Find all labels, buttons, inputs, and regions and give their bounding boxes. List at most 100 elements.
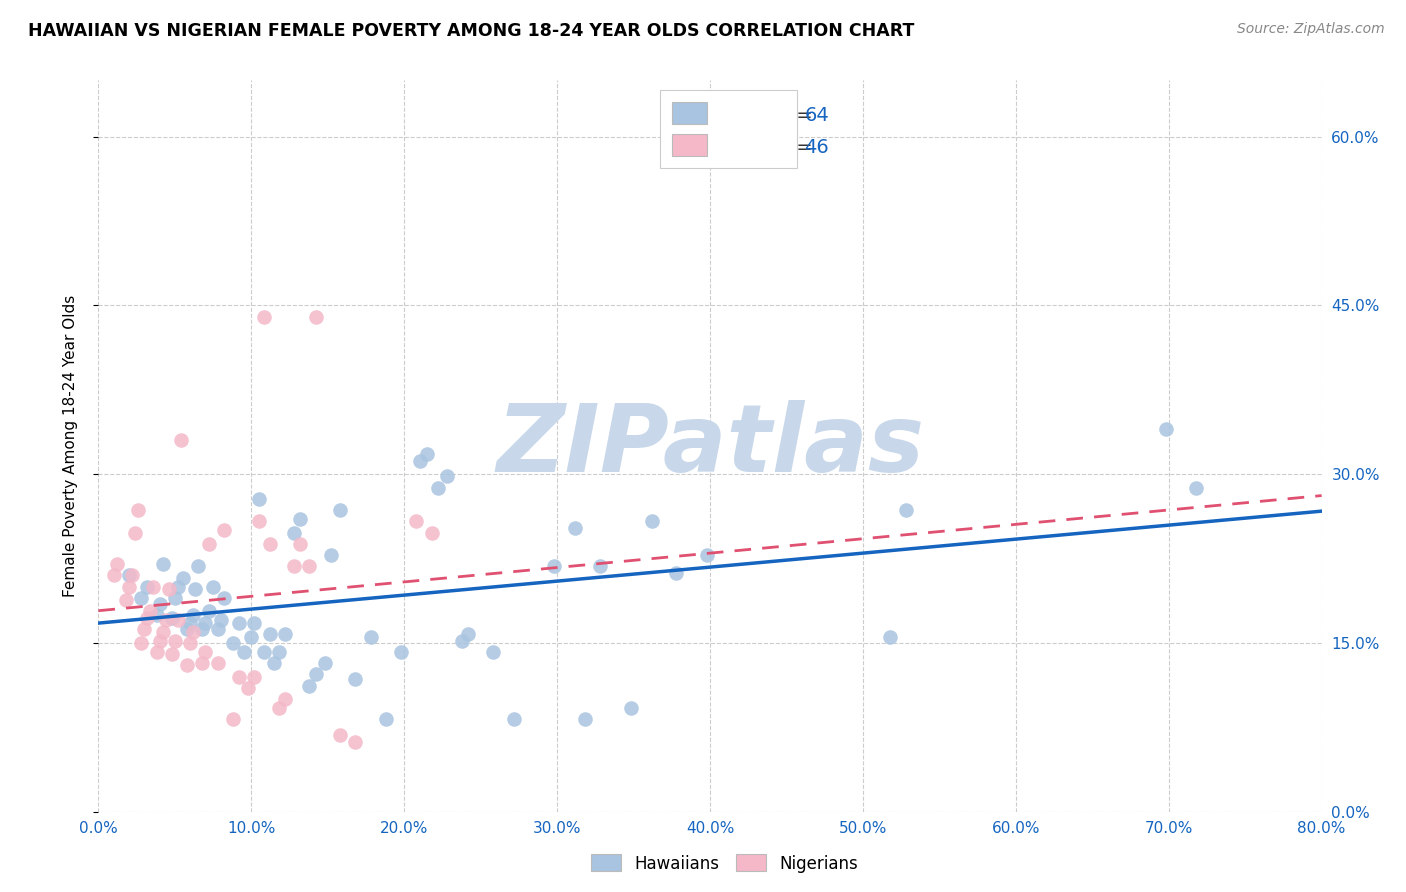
Point	[124, 525, 146, 540]
Point	[145, 607, 167, 622]
Point	[416, 447, 439, 461]
Point	[1185, 481, 1208, 495]
Point	[152, 624, 174, 639]
Point	[179, 615, 201, 630]
Point	[564, 521, 586, 535]
Point	[191, 623, 214, 637]
Point	[103, 568, 125, 582]
Point	[127, 503, 149, 517]
Point	[181, 624, 204, 639]
Point	[194, 645, 217, 659]
Point	[207, 623, 229, 637]
Point	[879, 630, 901, 644]
Y-axis label: Female Poverty Among 18-24 Year Olds: Female Poverty Among 18-24 Year Olds	[63, 295, 77, 597]
Text: Source: ZipAtlas.com: Source: ZipAtlas.com	[1237, 22, 1385, 37]
Point	[304, 310, 326, 324]
Text: R =: R =	[666, 138, 709, 157]
Point	[163, 633, 186, 648]
Point	[181, 607, 204, 622]
Point	[574, 713, 596, 727]
Point	[160, 611, 183, 625]
Point	[247, 491, 270, 506]
Point	[252, 310, 274, 324]
Point	[665, 566, 688, 581]
Point	[212, 591, 235, 605]
Point	[184, 582, 207, 596]
Point	[105, 557, 128, 571]
Point	[263, 656, 285, 670]
Point	[451, 633, 474, 648]
Point	[176, 658, 198, 673]
Text: N =: N =	[762, 106, 818, 125]
Point	[202, 580, 225, 594]
Text: 0.241: 0.241	[706, 106, 762, 125]
Point	[344, 672, 367, 686]
Point	[298, 559, 321, 574]
Point	[314, 656, 336, 670]
Point	[121, 568, 143, 582]
Point	[360, 630, 382, 644]
Point	[298, 679, 321, 693]
Point	[222, 713, 245, 727]
Point	[172, 571, 194, 585]
Point	[228, 615, 250, 630]
Point	[145, 645, 167, 659]
Point	[238, 681, 260, 695]
Point	[149, 633, 172, 648]
Point	[290, 512, 312, 526]
Point	[641, 515, 664, 529]
Point	[152, 557, 174, 571]
Point	[267, 645, 290, 659]
Point	[274, 692, 297, 706]
Point	[619, 701, 641, 715]
Point	[187, 559, 209, 574]
Point	[212, 524, 235, 538]
Point	[344, 735, 367, 749]
Point	[329, 503, 352, 517]
Point	[136, 580, 159, 594]
Point	[408, 453, 430, 467]
Text: 0.101: 0.101	[706, 138, 762, 157]
Point	[176, 623, 198, 637]
Text: N =: N =	[762, 138, 818, 157]
Text: ZIPatlas: ZIPatlas	[496, 400, 924, 492]
Point	[155, 614, 177, 628]
Point	[191, 656, 214, 670]
Point	[543, 559, 565, 574]
Point	[405, 515, 427, 529]
Point	[247, 515, 270, 529]
Point	[129, 591, 152, 605]
Point	[482, 645, 505, 659]
Point	[197, 604, 219, 618]
Point	[274, 627, 297, 641]
Point	[139, 604, 162, 618]
Point	[252, 645, 274, 659]
Point	[157, 582, 180, 596]
Point	[179, 636, 201, 650]
Point	[696, 548, 718, 562]
Point	[283, 525, 305, 540]
Point	[197, 537, 219, 551]
Point	[283, 559, 305, 574]
Point	[129, 636, 152, 650]
Point	[163, 591, 186, 605]
Point	[118, 568, 141, 582]
Text: HAWAIIAN VS NIGERIAN FEMALE POVERTY AMONG 18-24 YEAR OLDS CORRELATION CHART: HAWAIIAN VS NIGERIAN FEMALE POVERTY AMON…	[28, 22, 914, 40]
Point	[232, 645, 254, 659]
Point	[209, 614, 232, 628]
Point	[222, 636, 245, 650]
Point	[167, 614, 190, 628]
Point	[167, 580, 190, 594]
Point	[142, 580, 165, 594]
Point	[134, 623, 156, 637]
Point	[118, 580, 141, 594]
Point	[420, 525, 443, 540]
Point	[228, 670, 250, 684]
Text: 46: 46	[804, 138, 830, 157]
Point	[1154, 422, 1177, 436]
Text: R =: R =	[666, 106, 709, 125]
Point	[319, 548, 342, 562]
Point	[170, 434, 193, 448]
Point	[894, 503, 917, 517]
Point	[457, 627, 479, 641]
